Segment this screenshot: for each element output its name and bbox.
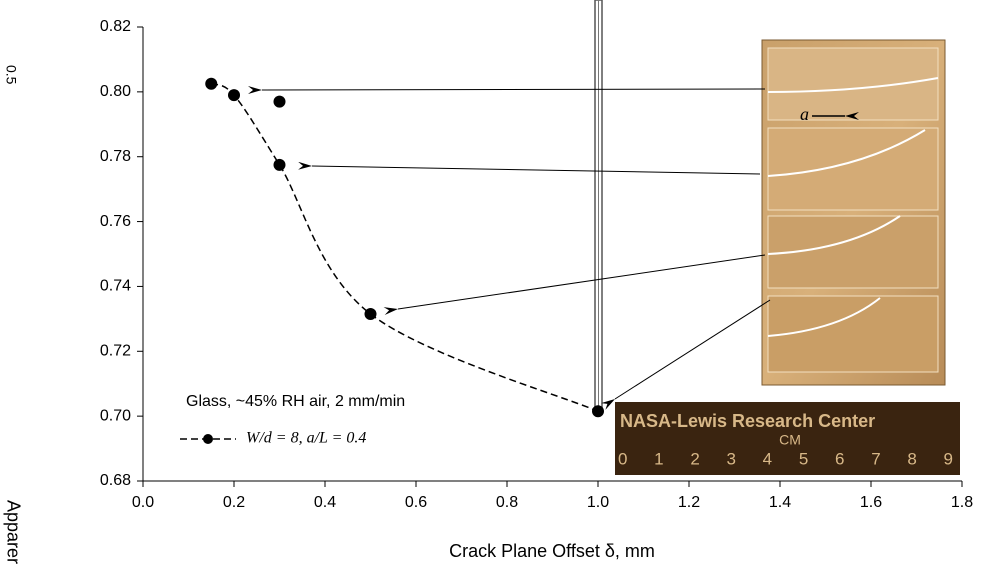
point: [364, 307, 377, 320]
x-tick-label: 0.2: [223, 494, 245, 511]
y-tick-label: 0.80: [100, 83, 131, 100]
legend-label: W/d = 8, a/L = 0.4: [246, 430, 366, 447]
y-tick-label: 0.76: [100, 213, 131, 230]
point: [273, 158, 286, 171]
y-tick-label: 0.70: [100, 407, 131, 424]
banner-title: NASA-Lewis Research Center: [620, 411, 875, 431]
vertical-bar: [594, 0, 603, 409]
fit-curve: [210, 83, 599, 412]
point: [228, 89, 240, 102]
arrows: [247, 86, 771, 410]
point: [205, 77, 218, 90]
legend-marker: [203, 434, 213, 444]
x-tick-label: 1.0: [587, 494, 609, 511]
point: [273, 95, 286, 108]
x-tick-label: 1.8: [951, 494, 973, 511]
x-tick-label: 1.6: [860, 494, 882, 511]
banner: NASA-Lewis Research Center CM 0 1 2 3 4 …: [615, 402, 960, 475]
y-tick-label: 0.68: [100, 472, 131, 489]
x-tick-label: 1.2: [678, 494, 700, 511]
x-tick-label: 1.4: [769, 494, 791, 511]
annotation: Glass, ~45% RH air, 2 mm/min: [186, 393, 405, 410]
point: [592, 405, 604, 418]
y-axis-label: Apparer: [3, 500, 23, 564]
y-tick-label: 0.72: [100, 343, 131, 360]
crack-label: a: [800, 104, 809, 124]
x-tick-label: 0.0: [132, 494, 154, 511]
y-tick-label: 0.74: [100, 278, 131, 295]
photo-inset: a: [761, 39, 946, 386]
x-axis-label: Crack Plane Offset δ, mm: [449, 541, 655, 561]
banner-unit: CM: [779, 432, 801, 448]
y-tick-label: 0.78: [100, 148, 131, 165]
x-tick-label: 0.6: [405, 494, 427, 511]
y-tick-label: 0.82: [100, 18, 131, 35]
corner-text: 0.5: [3, 65, 19, 85]
x-tick-label: 0.4: [314, 494, 336, 511]
x-tick-label: 0.8: [496, 494, 518, 511]
